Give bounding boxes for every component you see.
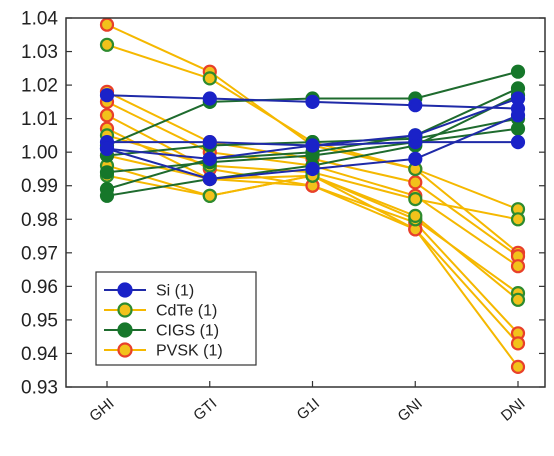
y-tick-label: 0.93	[21, 378, 58, 399]
data-point-pvsk-14-3	[408, 175, 423, 190]
data-point-si-3-0	[99, 141, 115, 156]
data-point-cigs-12-4	[510, 121, 526, 136]
data-point-si-2-3	[408, 128, 423, 143]
data-point-si-0-2	[305, 94, 320, 110]
data-point-cigs-8-4	[510, 64, 526, 79]
y-tick-label: 1.04	[21, 9, 58, 30]
legend-marker-cdte	[117, 302, 133, 318]
y-tick-label: 0.99	[21, 176, 58, 197]
y-axis: 0.93 0.94 0.95 0.96 0.97 0.98 0.99 1.00 1.01 1.02…	[21, 9, 545, 399]
data-point-pvsk-16-0	[99, 108, 115, 123]
plot-frame	[65, 17, 546, 388]
data-point-si-0-3	[408, 98, 423, 113]
data-point-si-2-4	[510, 91, 526, 106]
legend: Si (1) CdTe (1) CIGS (1) PVSK (1)	[95, 271, 257, 366]
legend-marker-pvsk	[117, 342, 133, 358]
y-tick-label: 0.95	[21, 310, 58, 331]
x-tick-label: GNI	[394, 395, 425, 425]
y-tick-label: 0.96	[21, 277, 58, 298]
data-point-si-3-2	[305, 161, 320, 177]
legend-label-si: Si (1)	[156, 283, 194, 300]
data-point-pvsk-15-4	[510, 259, 526, 274]
data-point-pvsk-17-4	[510, 336, 526, 351]
legend-label-pvsk: PVSK (1)	[156, 343, 223, 360]
legend-label-cdte: CdTe (1)	[156, 303, 217, 320]
data-point-si-3-4	[510, 108, 526, 123]
data-point-cdte-7-1	[202, 188, 217, 203]
y-tick-label: 0.98	[21, 210, 58, 231]
data-point-si-1-1	[202, 135, 217, 150]
data-point-pvsk-13-0	[99, 17, 115, 32]
data-point-cigs-12-0	[99, 165, 115, 180]
data-point-cigs-10-0	[99, 188, 115, 203]
data-point-pvsk-18-4	[510, 359, 526, 374]
data-point-si-0-1	[202, 91, 217, 106]
y-tick-label: 0.97	[21, 243, 58, 264]
data-point-cdte-5-3	[408, 192, 423, 207]
x-tick-label: DNI	[498, 395, 529, 425]
data-point-si-2-2	[305, 138, 320, 153]
legend-label-cigs: CIGS (1)	[156, 323, 219, 340]
legend-marker-si	[117, 282, 133, 298]
x-tick-label: G1I	[294, 395, 323, 424]
data-point-cdte-4-1	[202, 71, 217, 86]
data-point-cdte-7-3	[408, 208, 423, 223]
data-point-cdte-7-4	[510, 292, 526, 307]
data-point-si-3-3	[408, 151, 423, 166]
y-tick-label: 1.02	[21, 76, 58, 97]
data-point-si-2-1	[202, 151, 217, 166]
data-point-si-0-0	[99, 88, 115, 103]
series-markers-layer	[99, 17, 526, 374]
data-point-si-3-1	[202, 171, 217, 187]
x-tick-label: GTI	[190, 395, 220, 424]
data-point-cdte-5-4	[510, 212, 526, 227]
y-tick-label: 1.00	[21, 143, 58, 164]
y-tick-label: 1.01	[21, 109, 58, 130]
y-tick-label: 1.03	[21, 42, 58, 63]
data-point-si-1-4	[510, 135, 526, 150]
legend-marker-cigs	[117, 322, 133, 338]
data-point-cdte-4-0	[99, 37, 115, 52]
x-tick-label: GHI	[86, 395, 117, 425]
y-tick-label: 0.94	[21, 344, 58, 365]
